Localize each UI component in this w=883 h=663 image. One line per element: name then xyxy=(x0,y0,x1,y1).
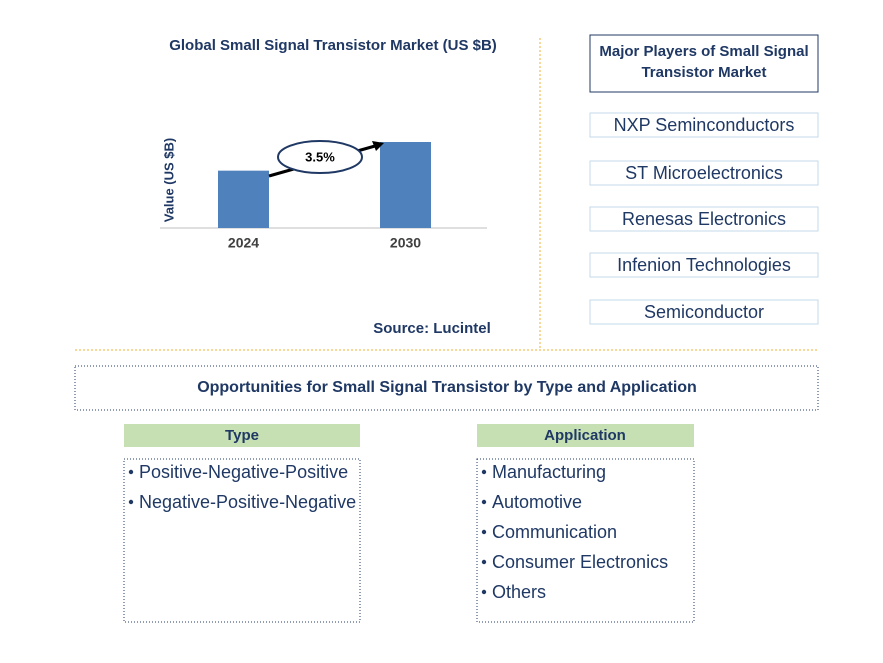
bar xyxy=(218,170,269,228)
bullet xyxy=(481,469,487,475)
player-box xyxy=(589,299,819,325)
opportunities-box xyxy=(74,365,819,411)
bullet xyxy=(481,499,487,505)
opportunities-title: Opportunities for Small Signal Transisto… xyxy=(197,379,697,396)
cagr-label: 3.5% xyxy=(305,149,335,164)
players-title: Transistor Market xyxy=(641,64,766,81)
list-item: Consumer Electronics xyxy=(492,552,668,572)
bullet xyxy=(481,529,487,535)
list-item: Positive-Negative-Positive xyxy=(139,462,348,482)
bullet xyxy=(128,499,134,505)
player-name: Renesas Electronics xyxy=(622,209,786,229)
player-name: NXP Seminconductors xyxy=(614,115,795,135)
list-item: Manufacturing xyxy=(492,462,606,482)
list-item: Communication xyxy=(492,522,617,542)
bullet xyxy=(481,589,487,595)
application-header-box xyxy=(477,424,694,447)
list-item: Negative-Positive-Negative xyxy=(139,492,356,512)
y-axis-label: Value (US $B) xyxy=(161,138,176,223)
bullet xyxy=(128,469,134,475)
player-box xyxy=(589,206,819,232)
players-title-box xyxy=(589,34,819,93)
cagr-bubble xyxy=(277,140,363,174)
x-tick-label: 2024 xyxy=(228,235,259,251)
player-box xyxy=(589,160,819,186)
type-list-box xyxy=(123,458,361,623)
players-title: Major Players of Small Signal xyxy=(599,43,808,60)
list-item: Others xyxy=(492,582,546,602)
type-header-box xyxy=(124,424,360,447)
application-header: Application xyxy=(544,427,626,444)
type-header: Type xyxy=(225,427,259,444)
source: Source: Lucintel xyxy=(373,320,491,337)
bullet xyxy=(481,559,487,565)
player-name: Infenion Technologies xyxy=(617,255,791,275)
application-list-box xyxy=(476,458,695,623)
chart-title: Global Small Signal Transistor Market (U… xyxy=(169,37,497,54)
player-name: ST Microelectronics xyxy=(625,163,783,183)
arrow-head xyxy=(372,141,384,151)
list-item: Automotive xyxy=(492,492,582,512)
player-box xyxy=(589,252,819,278)
bar xyxy=(380,142,431,228)
player-box xyxy=(589,112,819,138)
x-tick-label: 2030 xyxy=(390,235,421,251)
player-name: Semiconductor xyxy=(644,302,764,322)
